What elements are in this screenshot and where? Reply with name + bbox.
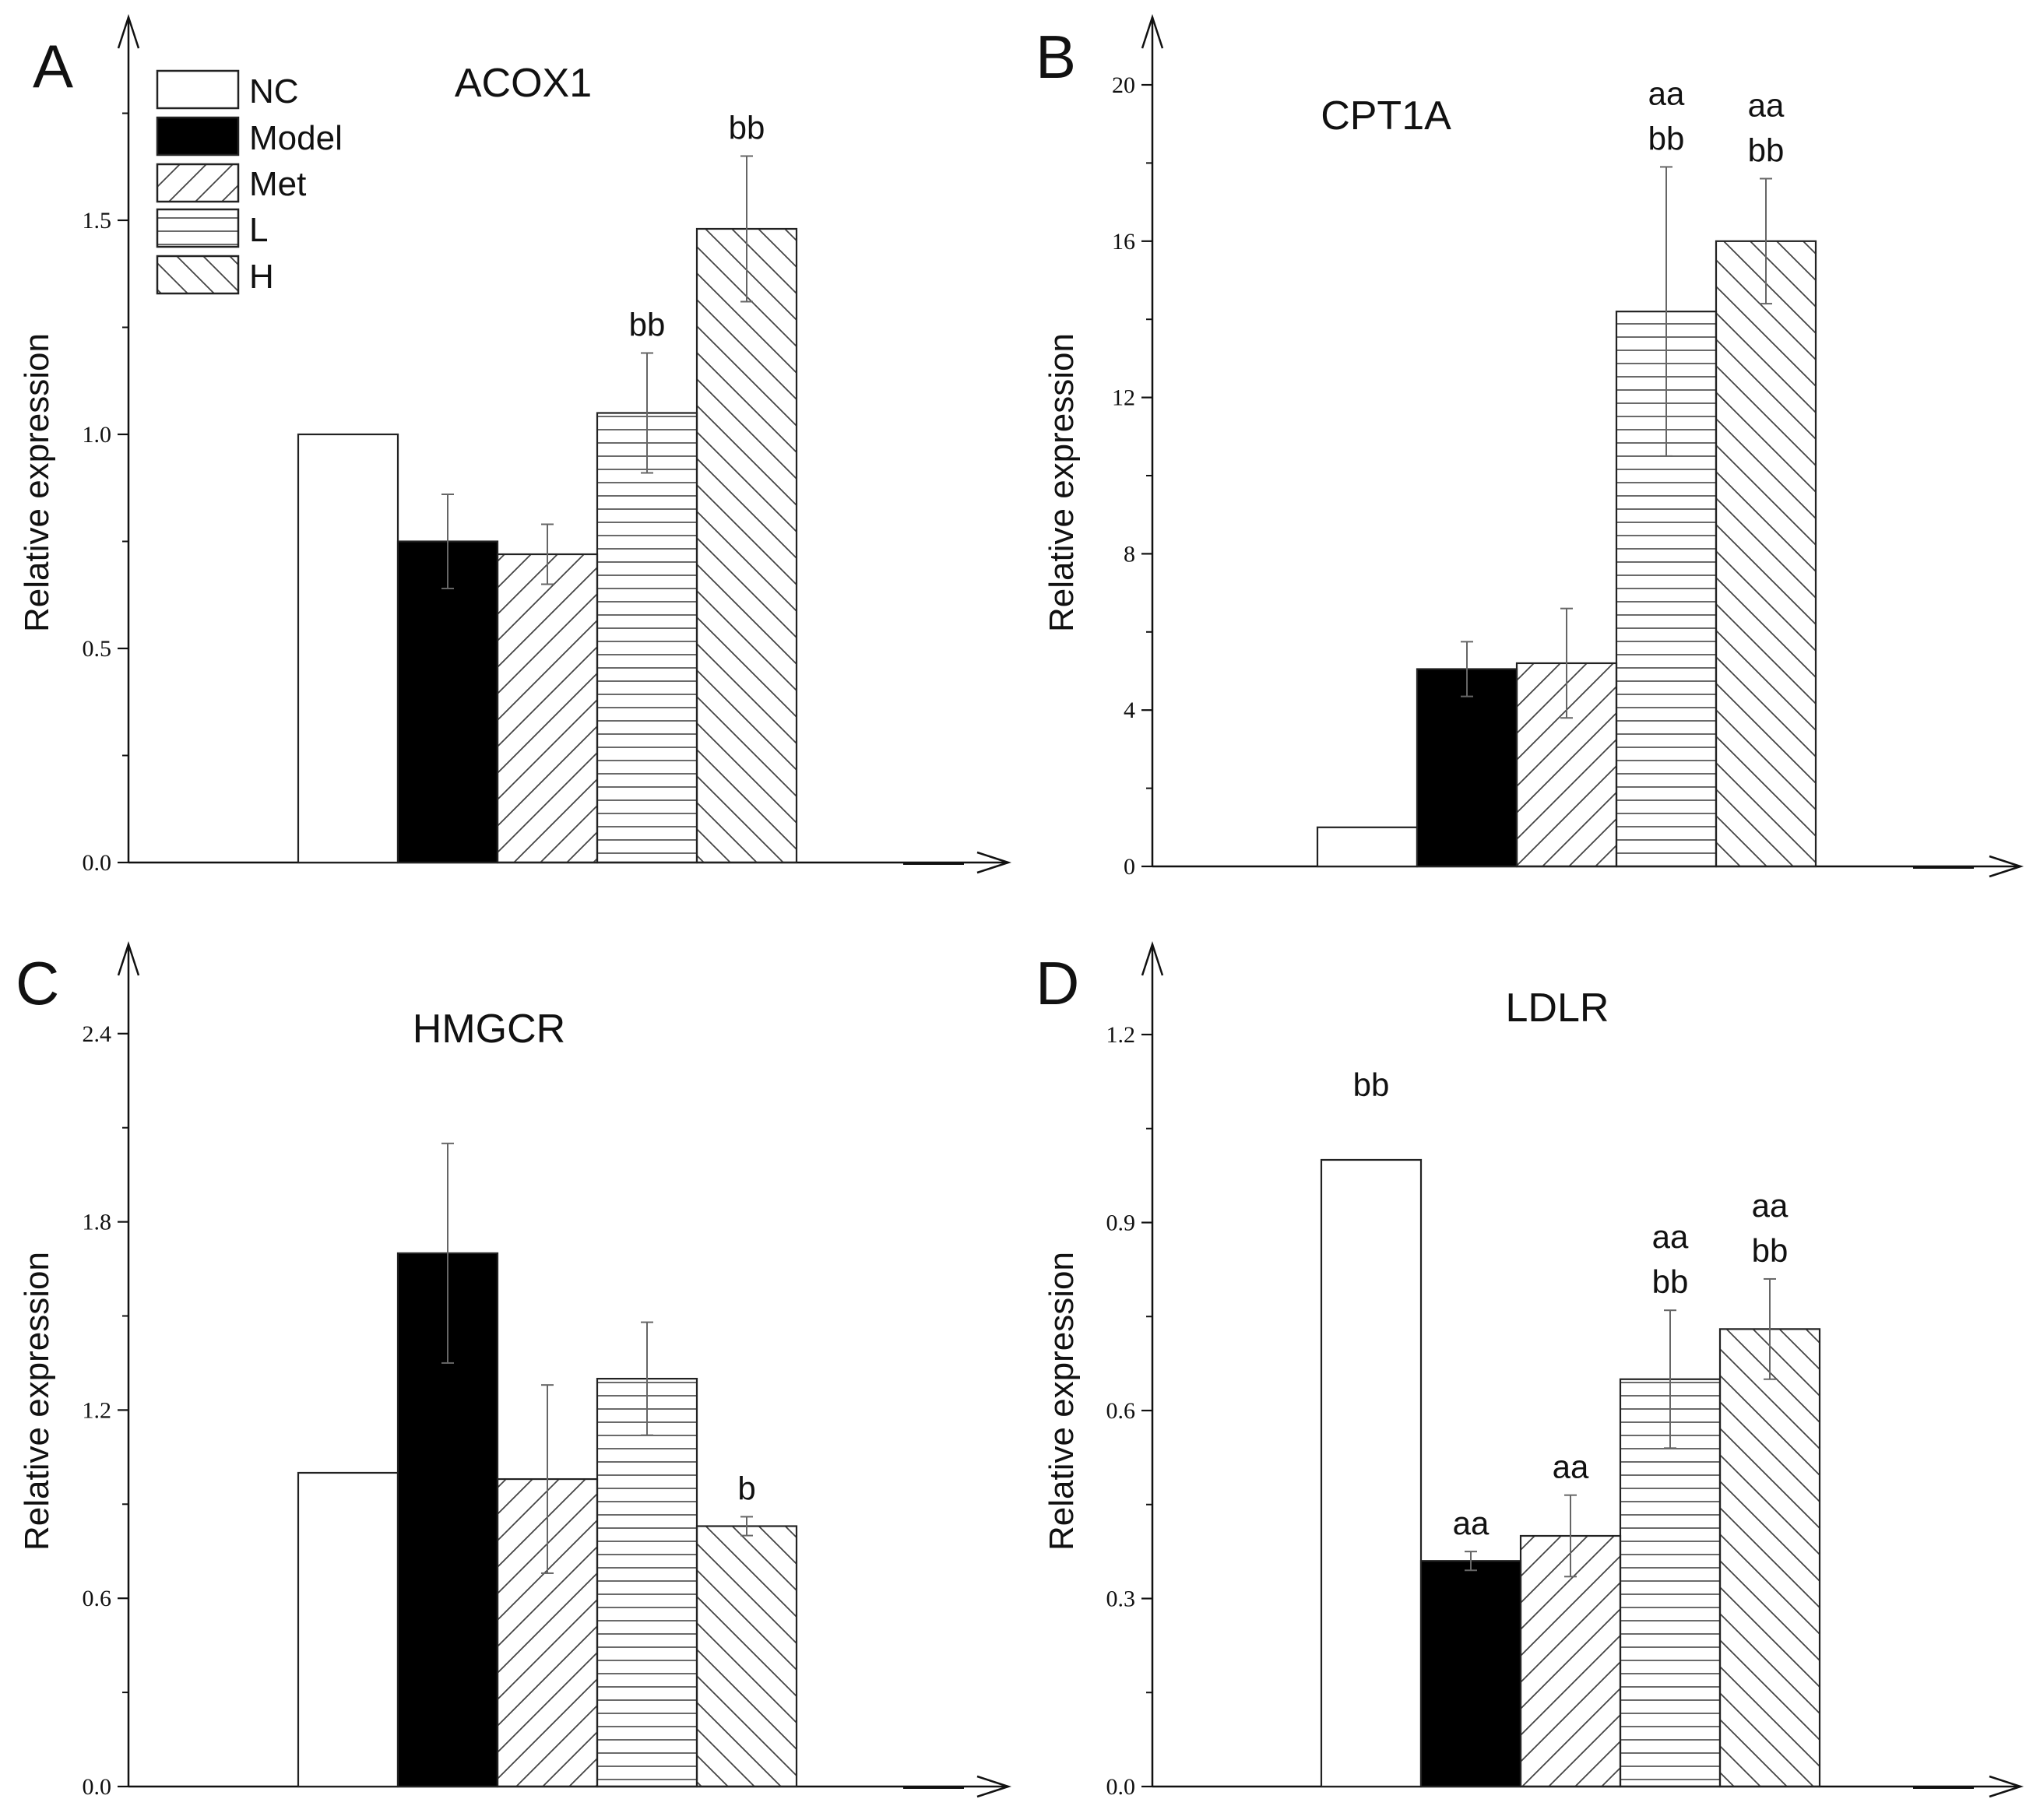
y-tick-label-d: 0.6 (1106, 1398, 1136, 1424)
y-tick-label-b: 20 (1112, 72, 1135, 98)
y-tick-label-b: 4 (1124, 697, 1135, 723)
bar-a-h (695, 227, 798, 864)
legend-label-h: H (249, 258, 274, 296)
y-tick-label-a: 1.0 (83, 422, 112, 448)
panel-letter-a: A (33, 32, 73, 100)
significance-label-b-h: aa (1748, 86, 1785, 123)
y-tick-label-b: 8 (1124, 541, 1135, 567)
significance-label-d-met: aa (1553, 1449, 1589, 1485)
x-axis-arrow-d (1989, 1775, 2024, 1798)
y-axis-arrow-d (1141, 940, 1164, 976)
significance-label-b-h: bb (1748, 132, 1785, 168)
y-axis-arrow-a (117, 13, 140, 49)
chart-panel-b: 0 4 8 12 16 20 CPT1A Relative expression aa bb aa b… (1043, 13, 2024, 880)
significance-label-d-l: aa (1652, 1218, 1689, 1255)
chart-title-b: CPT1A (1321, 93, 1451, 139)
legend-label-l: L (249, 211, 268, 249)
y-tick-label-d: 0.0 (1106, 1774, 1136, 1800)
y-tick-label-c: 0.0 (83, 1774, 112, 1800)
significance-label-a-h: bb (729, 110, 765, 146)
legend-swatch-model (156, 116, 240, 156)
significance-label-d-model: aa (1453, 1505, 1490, 1541)
bar-c-h (695, 1525, 798, 1788)
y-axis-label-c: Relative expression (18, 1252, 56, 1551)
y-axis-arrow-c (117, 940, 140, 976)
legend-label-model: Model (249, 119, 343, 157)
chart-title-d: LDLR (1506, 986, 1609, 1031)
legend-label-nc: NC (249, 72, 299, 111)
bar-c-l (596, 1377, 698, 1788)
y-tick-label-b: 16 (1112, 229, 1135, 255)
x-axis-arrow-c (976, 1775, 1012, 1798)
y-tick-label-d: 1.2 (1106, 1022, 1136, 1048)
panel-letter-d: D (1036, 949, 1079, 1017)
x-axis-arrow-b (1989, 855, 2024, 878)
y-axis-arrow-b (1141, 13, 1164, 49)
y-tick-label-a: 0.5 (83, 636, 112, 662)
legend-swatch-l (156, 208, 240, 248)
y-tick-label-c: 0.6 (83, 1586, 112, 1611)
bar-d-h (1718, 1328, 1821, 1788)
chart-panel-a: 0.0 0.5 1.0 1.5 ACOX1 Relative expression bb bb (18, 13, 1012, 876)
legend-swatch-h (156, 255, 240, 295)
x-axis-arrow-a (976, 851, 1012, 874)
bar-a-l (596, 412, 698, 864)
significance-label-b-l: bb (1648, 120, 1685, 156)
bar-c-nc (297, 1471, 399, 1788)
bar-d-model (1419, 1560, 1522, 1788)
y-tick-label-c: 1.8 (83, 1210, 112, 1235)
panel-letter-c: C (16, 949, 59, 1017)
bar-b-h (1715, 240, 1817, 868)
bar-a-met (496, 553, 599, 864)
legend: NC Model Met L H (156, 69, 343, 296)
y-tick-label-c: 2.4 (83, 1021, 112, 1047)
legend-swatch-met (156, 163, 240, 203)
bar-b-nc (1316, 826, 1419, 868)
y-tick-label-d: 0.9 (1106, 1210, 1136, 1236)
bar-a-model (396, 540, 499, 864)
y-tick-label-c: 1.2 (83, 1397, 112, 1423)
significance-label-d-nc: bb (1353, 1066, 1390, 1103)
significance-label-c-h: b (737, 1470, 755, 1506)
chart-panel-c: 0.0 0.6 1.2 1.8 2.4 HMGCR Relative expression b (18, 940, 1012, 1800)
y-axis-label-a: Relative expression (18, 333, 56, 632)
significance-label-a-l: bb (629, 307, 666, 343)
y-axis-label-d: Relative expression (1043, 1252, 1081, 1551)
y-tick-label-d: 0.3 (1106, 1586, 1136, 1612)
legend-swatch-nc (156, 69, 240, 110)
y-tick-label-a: 1.5 (83, 208, 112, 234)
y-tick-label-b: 12 (1112, 385, 1135, 411)
bar-d-met (1519, 1534, 1622, 1788)
y-tick-label-a: 0.0 (83, 850, 112, 876)
chart-title-c: HMGCR (413, 1007, 565, 1052)
legend-label-met: Met (249, 165, 306, 203)
significance-label-d-l: bb (1652, 1263, 1689, 1300)
significance-label-d-h: aa (1752, 1187, 1789, 1224)
chart-panel-d: 0.0 0.3 0.6 0.9 1.2 LDLR Relative expression bb… (1043, 940, 2024, 1800)
panel-letter-b: B (1036, 23, 1076, 91)
bar-b-model (1416, 668, 1518, 868)
bar-d-nc (1320, 1158, 1423, 1788)
significance-label-d-h: bb (1752, 1232, 1789, 1269)
bar-a-nc (297, 433, 399, 864)
y-tick-label-b: 0 (1124, 854, 1135, 880)
y-axis-label-b: Relative expression (1043, 333, 1081, 632)
significance-label-b-l: aa (1648, 75, 1685, 111)
chart-title-a: ACOX1 (455, 61, 592, 106)
